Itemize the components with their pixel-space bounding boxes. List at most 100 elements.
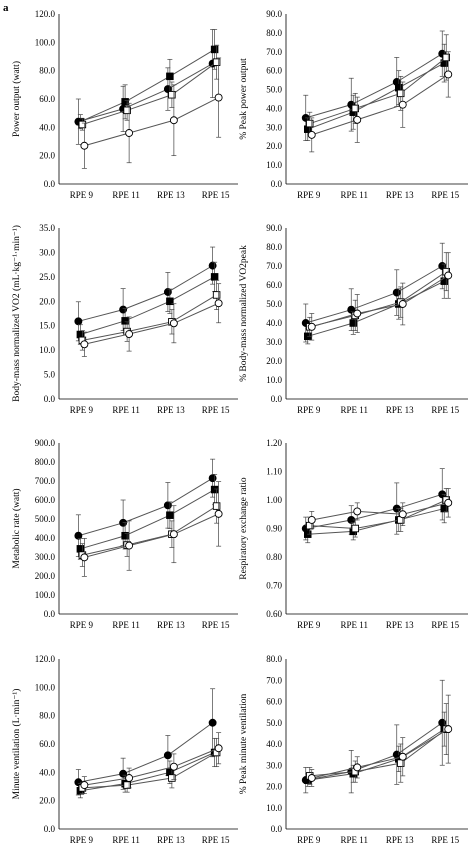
y-tick-label: 90.0 bbox=[266, 223, 282, 233]
data-point bbox=[169, 116, 178, 125]
y-axis-label: Metabolic rate (watt) bbox=[11, 488, 22, 568]
data-point bbox=[398, 100, 407, 109]
y-tick-label: 40.0 bbox=[266, 739, 282, 749]
y-tick-label: 800.0 bbox=[35, 457, 56, 467]
data-point bbox=[307, 774, 316, 782]
x-tick-label: RPE 13 bbox=[157, 620, 185, 630]
data-point bbox=[210, 273, 219, 281]
x-tick-label: RPE 15 bbox=[431, 190, 459, 200]
y-tick-label: 1.20 bbox=[266, 438, 282, 448]
data-point bbox=[119, 305, 128, 314]
series-line bbox=[82, 752, 217, 789]
chart-panel: 0.0 5.0 10.0 15.0 20.0 25.0 30.0 35.0 RPE 9 RPE 1… bbox=[11, 223, 238, 415]
y-tick-label: 40.0 bbox=[39, 767, 55, 777]
y-tick-label: 10.0 bbox=[266, 160, 282, 170]
data-point bbox=[123, 106, 131, 115]
y-axis-label: % Body-mass normalized VO2peak bbox=[239, 245, 249, 382]
y-tick-label: 0.0 bbox=[271, 179, 283, 189]
y-tick-label: 100.0 bbox=[35, 682, 56, 692]
x-tick-label: RPE 9 bbox=[297, 190, 321, 200]
y-tick-label: 30.0 bbox=[266, 337, 282, 347]
series-line bbox=[80, 752, 215, 792]
y-tick-label: 600.0 bbox=[35, 495, 56, 505]
y-tick-label: 20.0 bbox=[39, 151, 55, 161]
y-axis-label: Respiratory exchange ratio bbox=[239, 477, 249, 580]
x-tick-label: RPE 9 bbox=[297, 405, 321, 415]
y-tick-label: 25.0 bbox=[39, 272, 55, 282]
data-point bbox=[438, 718, 447, 727]
data-point bbox=[444, 70, 453, 79]
data-point bbox=[392, 288, 401, 297]
y-tick-label: 100.0 bbox=[35, 590, 56, 600]
series-line bbox=[80, 48, 215, 123]
series-line bbox=[311, 275, 449, 328]
y-tick-label: 70.0 bbox=[266, 675, 282, 685]
x-tick-label: RPE 15 bbox=[202, 190, 230, 200]
y-tick-label: 60.0 bbox=[266, 66, 282, 76]
y-tick-label: 15.0 bbox=[39, 321, 55, 331]
y-axis-label: Body-mass normalized VO2 (mL·kg⁻¹·min⁻¹) bbox=[11, 225, 22, 402]
y-tick-label: 80.0 bbox=[39, 711, 55, 721]
series-line bbox=[309, 728, 447, 777]
data-point bbox=[444, 725, 453, 734]
data-point bbox=[353, 309, 362, 318]
series-line bbox=[82, 294, 217, 341]
data-point bbox=[306, 119, 314, 128]
series-line bbox=[78, 63, 213, 123]
data-point bbox=[444, 498, 453, 507]
series-line bbox=[305, 722, 443, 781]
chart-panel: 0.60 0.70 0.80 0.90 1.00 1.10 1.20 RPE 9 RPE 11 R… bbox=[239, 438, 468, 630]
y-tick-label: 10.0 bbox=[266, 803, 282, 813]
x-tick-label: RPE 11 bbox=[112, 190, 139, 200]
series-line bbox=[84, 513, 219, 558]
y-tick-label: 100.0 bbox=[35, 37, 56, 47]
data-point bbox=[214, 744, 223, 753]
series-line bbox=[311, 728, 449, 779]
series-line bbox=[309, 499, 447, 530]
x-tick-label: RPE 11 bbox=[112, 835, 139, 845]
y-tick-label: 0.70 bbox=[266, 581, 282, 591]
y-tick-label: 300.0 bbox=[35, 552, 56, 562]
data-point bbox=[212, 58, 221, 66]
data-point bbox=[166, 511, 174, 519]
series-line bbox=[82, 505, 217, 556]
y-tick-label: 80.0 bbox=[266, 28, 282, 38]
y-tick-label: 90.0 bbox=[266, 9, 282, 19]
y-tick-label: 0.0 bbox=[271, 394, 283, 404]
data-point bbox=[163, 751, 172, 760]
y-axis-label: Power output (watt) bbox=[11, 61, 22, 137]
series-line bbox=[78, 265, 213, 322]
data-point bbox=[168, 90, 176, 99]
data-point bbox=[212, 502, 221, 510]
data-point bbox=[208, 474, 217, 483]
series-line bbox=[305, 493, 443, 529]
x-tick-label: RPE 9 bbox=[70, 190, 94, 200]
data-point bbox=[210, 485, 219, 494]
data-point bbox=[166, 72, 174, 81]
y-tick-label: 0.90 bbox=[266, 524, 282, 534]
y-tick-label: 120.0 bbox=[35, 9, 56, 19]
y-tick-label: 1.10 bbox=[266, 467, 282, 477]
x-tick-label: RPE 15 bbox=[431, 620, 459, 630]
series-line bbox=[80, 489, 215, 550]
y-tick-label: 50.0 bbox=[266, 718, 282, 728]
x-tick-label: RPE 11 bbox=[341, 190, 368, 200]
data-point bbox=[119, 769, 128, 778]
y-tick-label: 120.0 bbox=[35, 654, 56, 664]
y-tick-label: 20.0 bbox=[266, 356, 282, 366]
data-point bbox=[80, 553, 89, 562]
y-tick-label: 900.0 bbox=[35, 438, 56, 448]
data-point bbox=[398, 752, 407, 761]
data-point bbox=[121, 98, 129, 106]
series-line bbox=[305, 53, 443, 119]
data-point bbox=[214, 299, 223, 308]
x-tick-label: RPE 11 bbox=[112, 620, 139, 630]
y-tick-label: 50.0 bbox=[266, 85, 282, 95]
x-tick-label: RPE 15 bbox=[202, 620, 230, 630]
series-line bbox=[82, 61, 217, 125]
y-tick-label: 30.0 bbox=[266, 760, 282, 770]
data-point bbox=[123, 781, 131, 789]
data-point bbox=[398, 510, 407, 519]
x-tick-label: RPE 11 bbox=[341, 835, 368, 845]
data-point bbox=[307, 516, 316, 524]
